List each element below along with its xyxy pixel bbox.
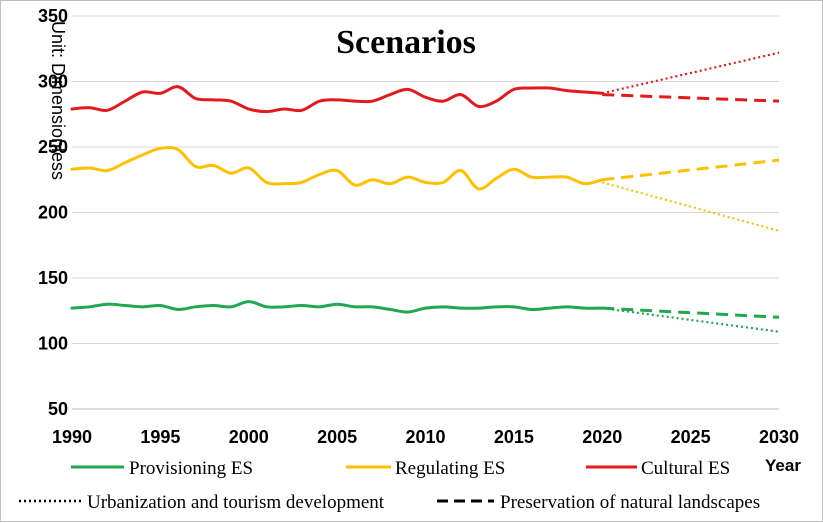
- scenario-line-urbanization-regulating-es: [602, 182, 779, 230]
- x-tick-label: 2010: [405, 427, 445, 447]
- line-chart: 501001502002503003501990 1995 2000 2005 2010…: [1, 1, 823, 523]
- legend-series: Provisioning ES Regulating ES Cultural E…: [71, 458, 730, 479]
- y-tick-label: 150: [38, 268, 68, 288]
- x-tick-label: 1995: [140, 427, 180, 447]
- chart-title: Scenarios: [336, 24, 476, 61]
- legend-label-cultural: Cultural ES: [641, 458, 730, 479]
- x-tick-label: 2025: [671, 427, 711, 447]
- x-tick-label: 2015: [494, 427, 534, 447]
- legend-label-regulating: Regulating ES: [395, 458, 505, 479]
- series-line-regulating-es: [72, 147, 602, 189]
- y-tick-label: 100: [38, 334, 68, 354]
- x-tick-label: 2030: [759, 427, 799, 447]
- grid-lines: [72, 16, 779, 344]
- scenario-lines: [602, 53, 779, 332]
- y-axis-label: Unit: Dimensionless: [48, 21, 68, 180]
- scenario-line-preservation-regulating-es: [602, 160, 779, 180]
- legend-label-urbanization: Urbanization and tourism development: [87, 492, 385, 513]
- series-line-provisioning-es: [72, 302, 602, 312]
- legend-scenarios: Urbanization and tourism development Pre…: [19, 492, 760, 513]
- chart-figure: 50 100 150 200 250 300 350 1990 1995 2000 2005 2010…: [0, 0, 823, 522]
- legend-label-provisioning: Provisioning ES: [129, 458, 253, 479]
- y-tick-label: 200: [38, 203, 68, 223]
- scenario-line-urbanization-provisioning-es: [602, 308, 779, 332]
- x-tick-label: 2020: [582, 427, 622, 447]
- x-tick-label: 2005: [317, 427, 357, 447]
- scenario-line-urbanization-cultural-es: [602, 53, 779, 94]
- y-tick-label: 50: [48, 399, 68, 419]
- x-tick-label: 1990: [52, 427, 92, 447]
- x-tick-label: 2000: [229, 427, 269, 447]
- legend-label-preservation: Preservation of natural landscapes: [500, 492, 760, 513]
- x-axis-label: Year: [765, 456, 801, 475]
- series-line-cultural-es: [72, 87, 602, 112]
- scenario-line-preservation-cultural-es: [602, 95, 779, 102]
